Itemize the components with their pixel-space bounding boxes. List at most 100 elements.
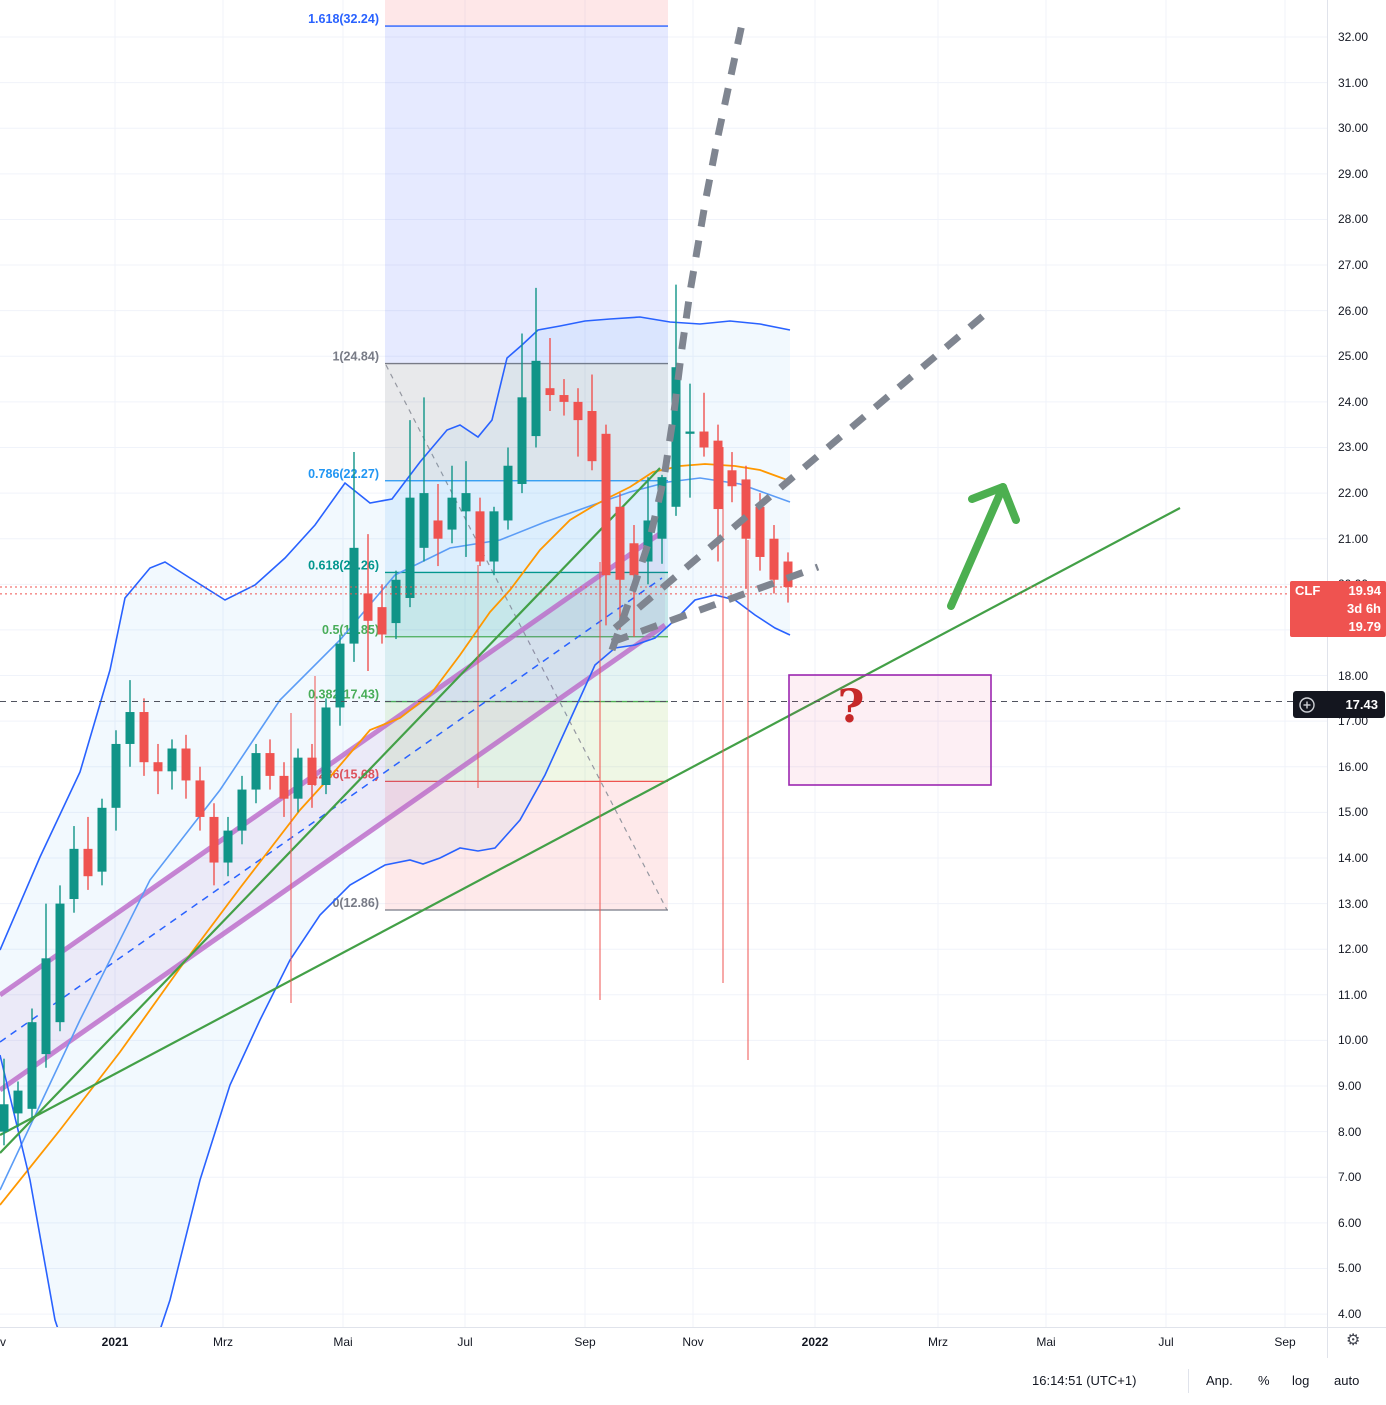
candle-body <box>279 775 289 799</box>
gear-icon[interactable]: ⚙ <box>1346 1332 1361 1349</box>
candle-body <box>699 431 709 448</box>
candle-body <box>27 1022 37 1109</box>
symbol-ticker: CLF <box>1295 583 1321 598</box>
candle-body <box>125 712 135 744</box>
candle-body <box>447 497 457 530</box>
price-tick-label: 6.00 <box>1338 1215 1362 1230</box>
clock-button[interactable]: 16:14:51 (UTC+1) <box>1032 1373 1137 1388</box>
question-mark-label: ? <box>838 679 865 733</box>
candle-body <box>0 1104 9 1132</box>
candle-body <box>475 511 485 562</box>
fib-level-label: 0(12.86) <box>332 896 379 910</box>
candle-body <box>461 493 471 512</box>
adjust-button[interactable]: Anp. <box>1206 1373 1233 1388</box>
symbol-last-price: 19.94 <box>1348 583 1381 598</box>
toolbar-separator <box>1188 1369 1189 1393</box>
candle-body <box>755 506 765 557</box>
time-tick-label: v <box>0 1335 6 1349</box>
secondary-price: 19.79 <box>1348 619 1381 634</box>
bollinger-basis-line <box>0 477 791 1191</box>
candle-body <box>237 789 247 831</box>
fib-level-label: 0.618(20.26) <box>308 558 379 572</box>
price-tick-label: 18.00 <box>1338 668 1369 683</box>
price-tick-label: 14.00 <box>1338 850 1369 865</box>
candle-body <box>321 707 331 786</box>
log-button[interactable]: log <box>1292 1373 1310 1388</box>
candle-body <box>195 780 205 817</box>
fib-zone <box>385 26 668 364</box>
fib-level-label: 1.618(32.24) <box>308 12 379 26</box>
time-axis[interactable]: v 2021 Mrz Mai Jul Sep Nov 2022 Mrz Mai Jul Sep <box>0 1327 1386 1364</box>
candle-body <box>209 816 219 863</box>
candles <box>0 284 793 1146</box>
candle-body <box>41 958 51 1055</box>
time-tick-label: Mai <box>333 1335 353 1349</box>
crosshair-price-badge: 17.43 <box>1293 691 1385 718</box>
time-tick-label: 2022 <box>801 1335 829 1349</box>
time-tick-label: Mai <box>1036 1335 1056 1349</box>
time-tick-label: Nov <box>682 1335 704 1349</box>
projection-arrow-shallow <box>610 563 820 646</box>
price-tick-label: 13.00 <box>1338 896 1369 911</box>
candle-body <box>377 607 387 635</box>
candle-body <box>587 411 597 462</box>
channel-lower-line <box>0 622 667 1093</box>
candle-body <box>391 579 401 624</box>
bar-countdown: 3d 6h <box>1347 601 1381 616</box>
price-tick-label: 25.00 <box>1338 349 1369 364</box>
price-tick-label: 7.00 <box>1338 1170 1362 1185</box>
green-up-arrow-shaft <box>947 483 1007 610</box>
candle-body <box>671 367 681 507</box>
candle-body <box>139 712 149 763</box>
price-tick-label: 5.00 <box>1338 1261 1362 1276</box>
trendline-long <box>0 507 1181 1136</box>
price-tick-label: 24.00 <box>1338 394 1369 409</box>
candle-body <box>545 388 555 396</box>
fib-zone <box>385 0 668 27</box>
price-axis[interactable]: 32.00 31.00 30.00 29.00 28.00 27.00 26.00 25.00… <box>1327 0 1386 1327</box>
candle-body <box>167 748 177 772</box>
candle-body <box>629 543 639 576</box>
time-tick-label: Sep <box>1274 1335 1296 1349</box>
time-tick-label: Jul <box>457 1335 473 1349</box>
price-tick-label: 22.00 <box>1338 486 1369 501</box>
fib-level-label: 1(24.84) <box>332 350 379 364</box>
price-tick-label: 30.00 <box>1338 121 1369 136</box>
chart-canvas[interactable]: 1.618(32.24) 1(24.84) 0.786(22.27) 0.618(20… <box>0 0 1327 1327</box>
candle-body <box>153 762 163 772</box>
candle-body <box>573 401 583 421</box>
question-target-box <box>788 674 992 786</box>
price-tick-label: 31.00 <box>1338 75 1369 90</box>
candle-body <box>83 848 93 877</box>
time-tick-label: Mrz <box>213 1335 233 1349</box>
price-tick-label: 11.00 <box>1338 987 1368 1002</box>
candle-body <box>307 757 317 786</box>
bollinger-upper-line <box>0 316 791 951</box>
candle-body <box>559 395 569 402</box>
candle-body <box>111 743 121 808</box>
price-tick-label: 27.00 <box>1338 258 1369 273</box>
channel-fill <box>0 530 665 1090</box>
candle-body <box>55 903 65 1023</box>
candle-body <box>265 753 275 776</box>
candle-body <box>489 511 499 562</box>
candle-body <box>97 807 107 872</box>
candle-body <box>433 520 443 539</box>
projection-arrow-mid <box>612 307 993 631</box>
candle-body <box>251 753 261 790</box>
bottom-toolbar: 16:14:51 (UTC+1) Anp. % log auto <box>0 1363 1386 1405</box>
percent-button[interactable]: % <box>1258 1373 1270 1388</box>
auto-button[interactable]: auto <box>1334 1373 1360 1388</box>
candle-body <box>503 465 513 521</box>
symbol-price-row: CLF 19.94 <box>1290 582 1386 600</box>
secondary-price-row: 19.79 <box>1324 618 1386 636</box>
moving-average-orange <box>0 463 791 1206</box>
price-tick-label: 4.00 <box>1338 1307 1362 1322</box>
price-tick-label: 26.00 <box>1338 303 1369 318</box>
time-tick-label: Sep <box>574 1335 596 1349</box>
symbol-price-badge: CLF 19.94 3d 6h 19.79 <box>1290 581 1386 637</box>
fib-level-label: 0.786(22.27) <box>308 467 379 481</box>
price-tick-label: 12.00 <box>1338 942 1369 957</box>
bar-countdown-row: 3d 6h <box>1324 600 1386 618</box>
